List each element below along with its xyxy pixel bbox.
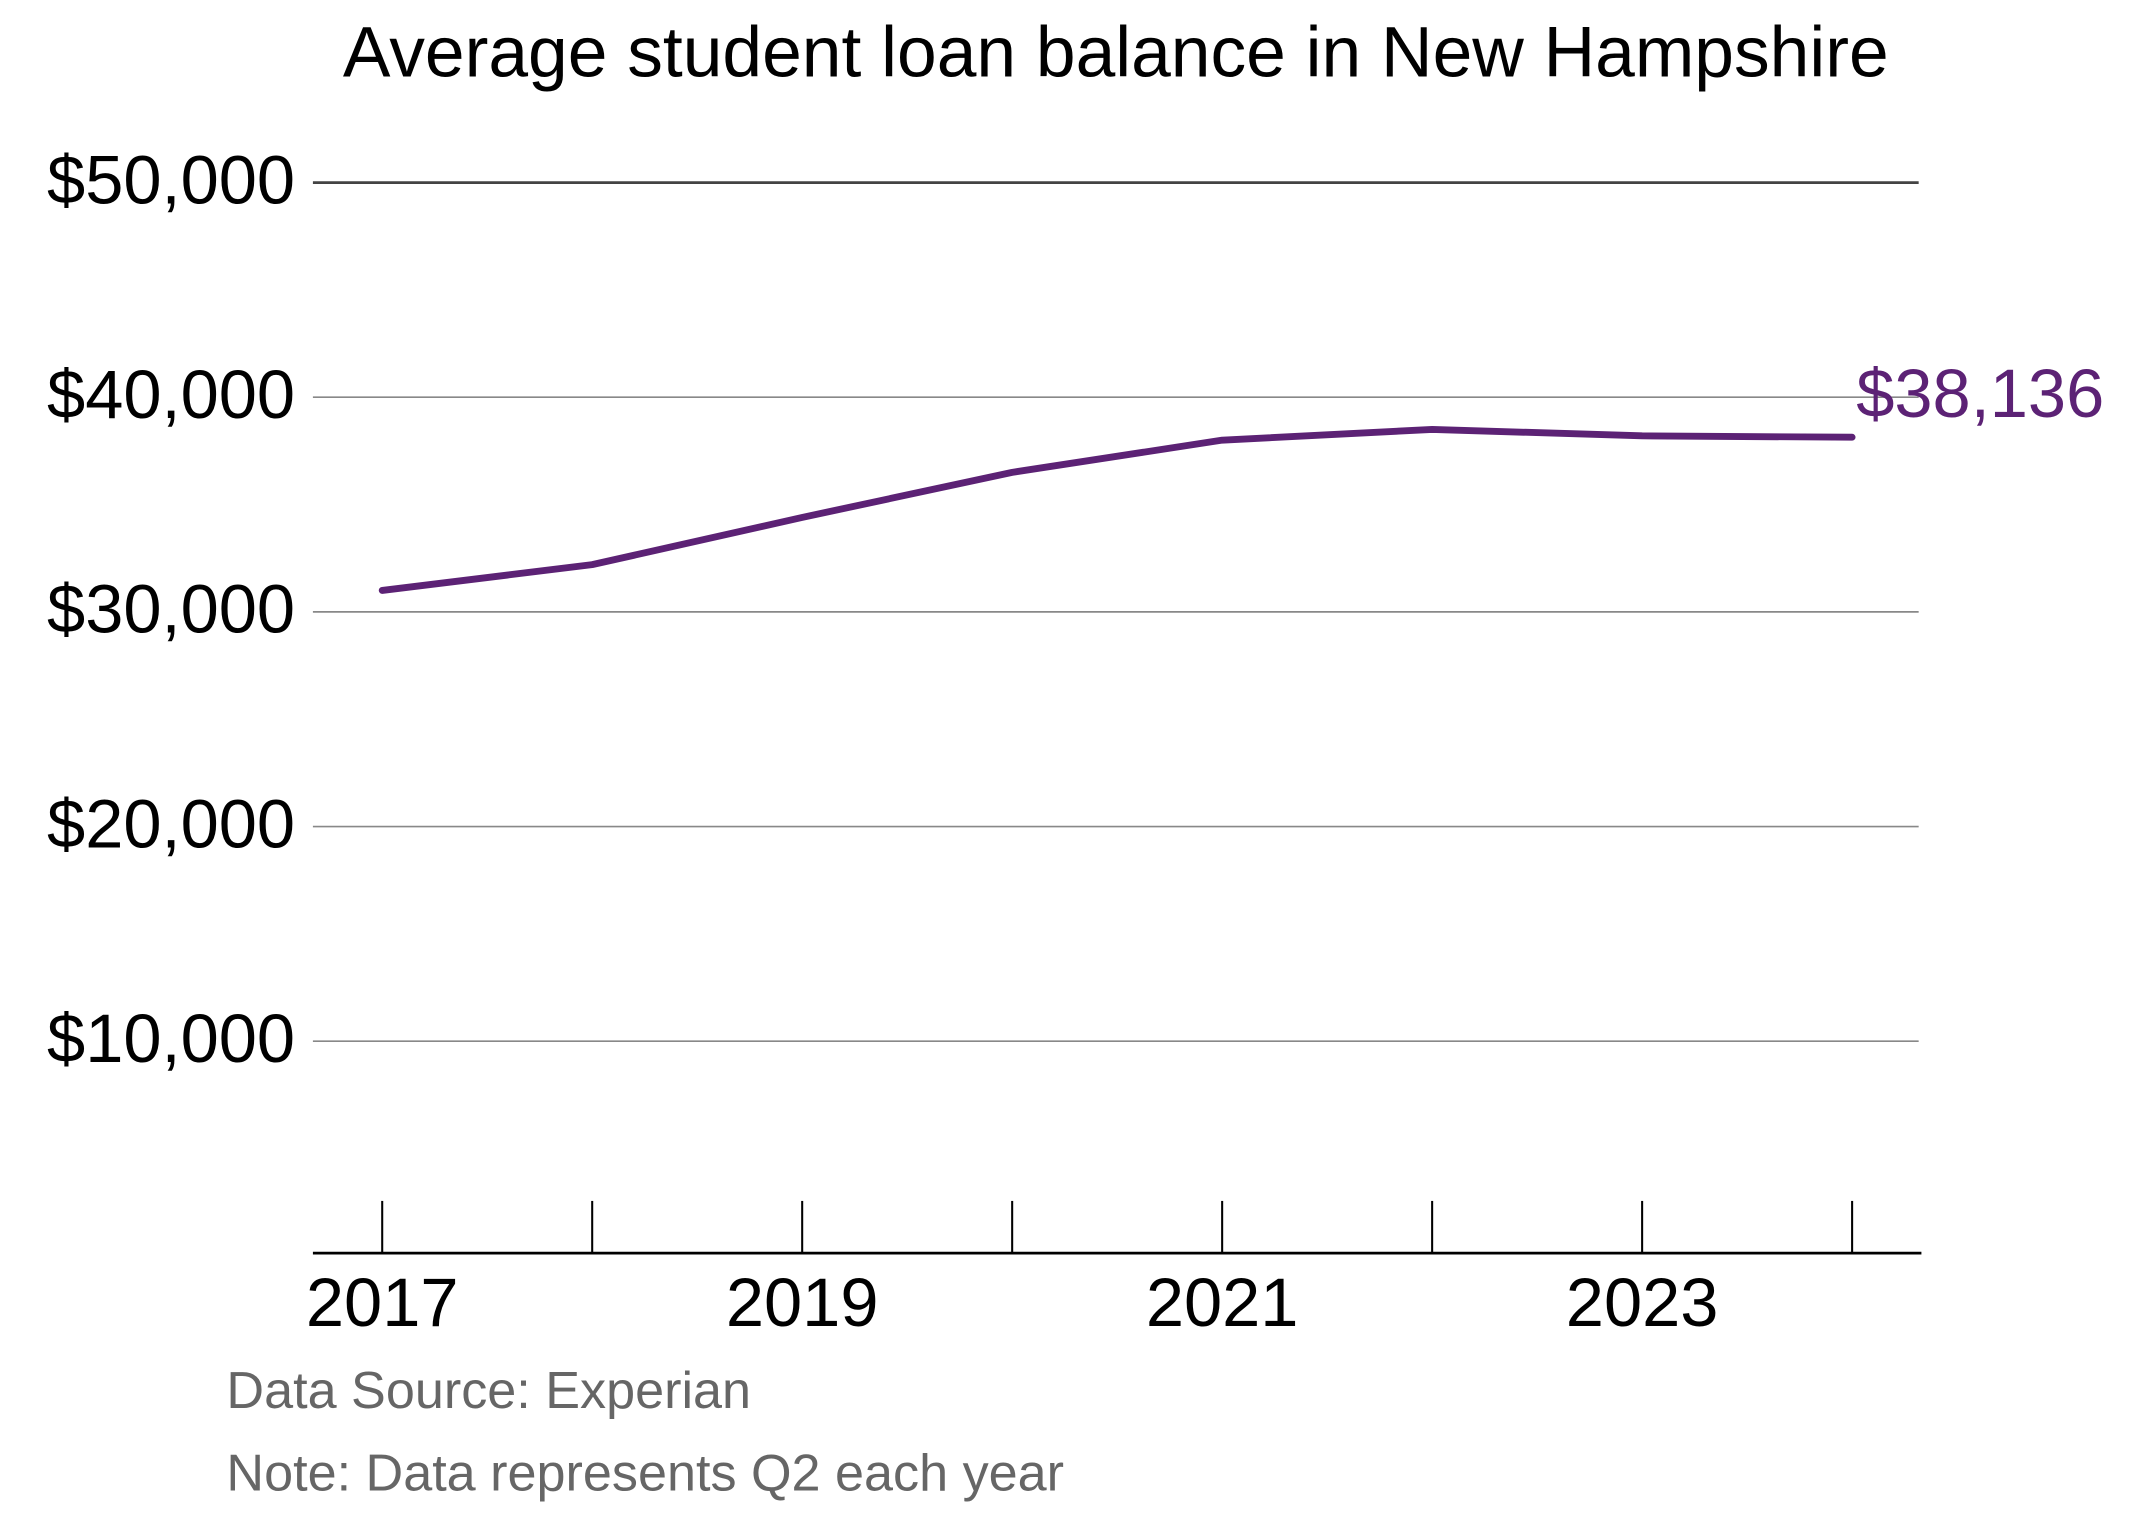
x-tick-label: 2017: [306, 1264, 459, 1341]
x-tick-label: 2021: [1146, 1264, 1299, 1341]
footnote: Note: Data represents Q2 each year: [226, 1445, 1064, 1503]
y-tick-label: $10,000: [47, 1000, 295, 1077]
y-tick-label: $20,000: [47, 785, 295, 862]
source-note: Data Source: Experian: [226, 1362, 751, 1420]
y-tick-label: $30,000: [47, 571, 295, 648]
y-tick-label: $40,000: [47, 356, 295, 433]
line: [378, 425, 1856, 594]
x-tick-label: 2023: [1566, 1264, 1719, 1341]
y-tick-label: $50,000: [47, 141, 295, 218]
chart-title: Average student loan balance in New Hamp…: [343, 13, 1889, 93]
x-tick-label: 2019: [726, 1264, 879, 1341]
value-label: $38,136: [1856, 355, 2104, 432]
